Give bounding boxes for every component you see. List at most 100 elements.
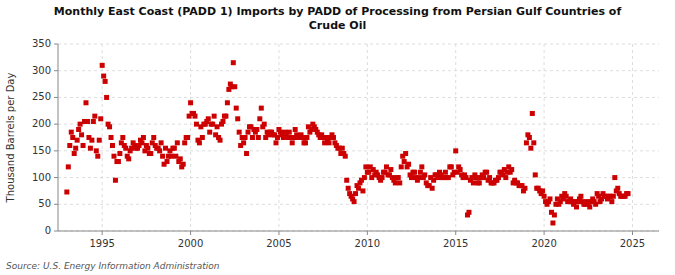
- point: [388, 167, 393, 172]
- point: [477, 180, 482, 185]
- point: [259, 106, 264, 111]
- point: [443, 170, 448, 175]
- point: [207, 130, 212, 135]
- point: [340, 146, 345, 151]
- x-grid-line: [367, 44, 368, 231]
- x-grid-line: [632, 44, 633, 231]
- point: [70, 135, 75, 140]
- y-tick-label: 150: [32, 145, 51, 156]
- point: [290, 140, 295, 145]
- point: [148, 151, 153, 156]
- y-tick-label: 100: [32, 172, 51, 183]
- point: [101, 74, 106, 79]
- point: [85, 119, 90, 124]
- point: [141, 135, 146, 140]
- point: [225, 100, 230, 105]
- point: [346, 186, 351, 191]
- point: [453, 148, 458, 153]
- y-grid-line: [58, 44, 659, 45]
- point: [275, 135, 280, 140]
- point: [397, 180, 402, 185]
- point: [303, 140, 308, 145]
- y-grid-line: [58, 231, 659, 232]
- point: [509, 167, 514, 172]
- point: [431, 178, 436, 183]
- point: [540, 188, 545, 193]
- point: [327, 140, 332, 145]
- points: [64, 60, 630, 225]
- point: [98, 116, 103, 121]
- x-grid-line: [455, 44, 456, 231]
- y-tick-label: 250: [32, 91, 51, 102]
- point: [304, 135, 309, 140]
- point: [160, 154, 165, 159]
- point: [396, 175, 401, 180]
- point: [97, 138, 102, 143]
- point: [67, 143, 72, 148]
- point: [246, 130, 251, 135]
- y-tick-label: 50: [38, 198, 51, 209]
- point: [241, 140, 246, 145]
- point: [419, 164, 424, 169]
- point: [611, 194, 616, 199]
- x-tick: [455, 231, 456, 235]
- point: [403, 151, 408, 156]
- point: [212, 114, 217, 119]
- point: [159, 140, 164, 145]
- point: [145, 146, 150, 151]
- point: [362, 175, 367, 180]
- x-grid-line: [102, 44, 103, 231]
- point: [107, 124, 112, 129]
- point: [615, 186, 620, 191]
- point: [578, 194, 583, 199]
- x-grid-line: [190, 44, 191, 231]
- point: [192, 114, 197, 119]
- point: [466, 210, 471, 215]
- y-tick: [54, 204, 58, 205]
- point: [530, 111, 535, 116]
- point: [83, 100, 88, 105]
- x-tick: [632, 231, 633, 235]
- y-axis-line: [58, 44, 59, 231]
- point: [552, 212, 557, 217]
- point: [92, 114, 97, 119]
- point: [81, 143, 86, 148]
- point: [220, 119, 225, 124]
- point: [163, 146, 168, 151]
- point: [210, 122, 215, 127]
- point: [547, 196, 552, 201]
- point: [188, 100, 193, 105]
- point: [175, 140, 180, 145]
- point: [234, 106, 239, 111]
- chart-container: Monthly East Coast (PADD 1) Imports by P…: [0, 0, 675, 275]
- point: [262, 122, 267, 127]
- point: [430, 186, 435, 191]
- point: [412, 170, 417, 175]
- title: Monthly East Coast (PADD 1) Imports by P…: [54, 5, 622, 32]
- x-tick: [278, 231, 279, 235]
- y-tick-label: 0: [45, 225, 51, 236]
- point: [487, 175, 492, 180]
- y-tick-label: 350: [32, 38, 51, 49]
- point: [257, 116, 262, 121]
- point: [528, 146, 533, 151]
- y-grid-line: [58, 124, 659, 125]
- point: [484, 170, 489, 175]
- point: [363, 164, 368, 169]
- source-note: Source: U.S. Energy Information Administ…: [6, 261, 220, 271]
- point: [197, 140, 202, 145]
- point: [232, 84, 237, 89]
- x-tick-label: 2000: [178, 238, 203, 249]
- title-line: Monthly East Coast (PADD 1) Imports by P…: [54, 5, 622, 18]
- y-tick: [54, 177, 58, 178]
- point: [343, 154, 348, 159]
- point: [366, 170, 371, 175]
- point: [524, 140, 529, 145]
- y-tick-label: 200: [32, 118, 51, 129]
- point: [344, 178, 349, 183]
- point: [215, 124, 220, 129]
- point: [449, 164, 454, 169]
- point: [471, 180, 476, 185]
- point: [73, 146, 78, 151]
- y-tick: [54, 150, 58, 151]
